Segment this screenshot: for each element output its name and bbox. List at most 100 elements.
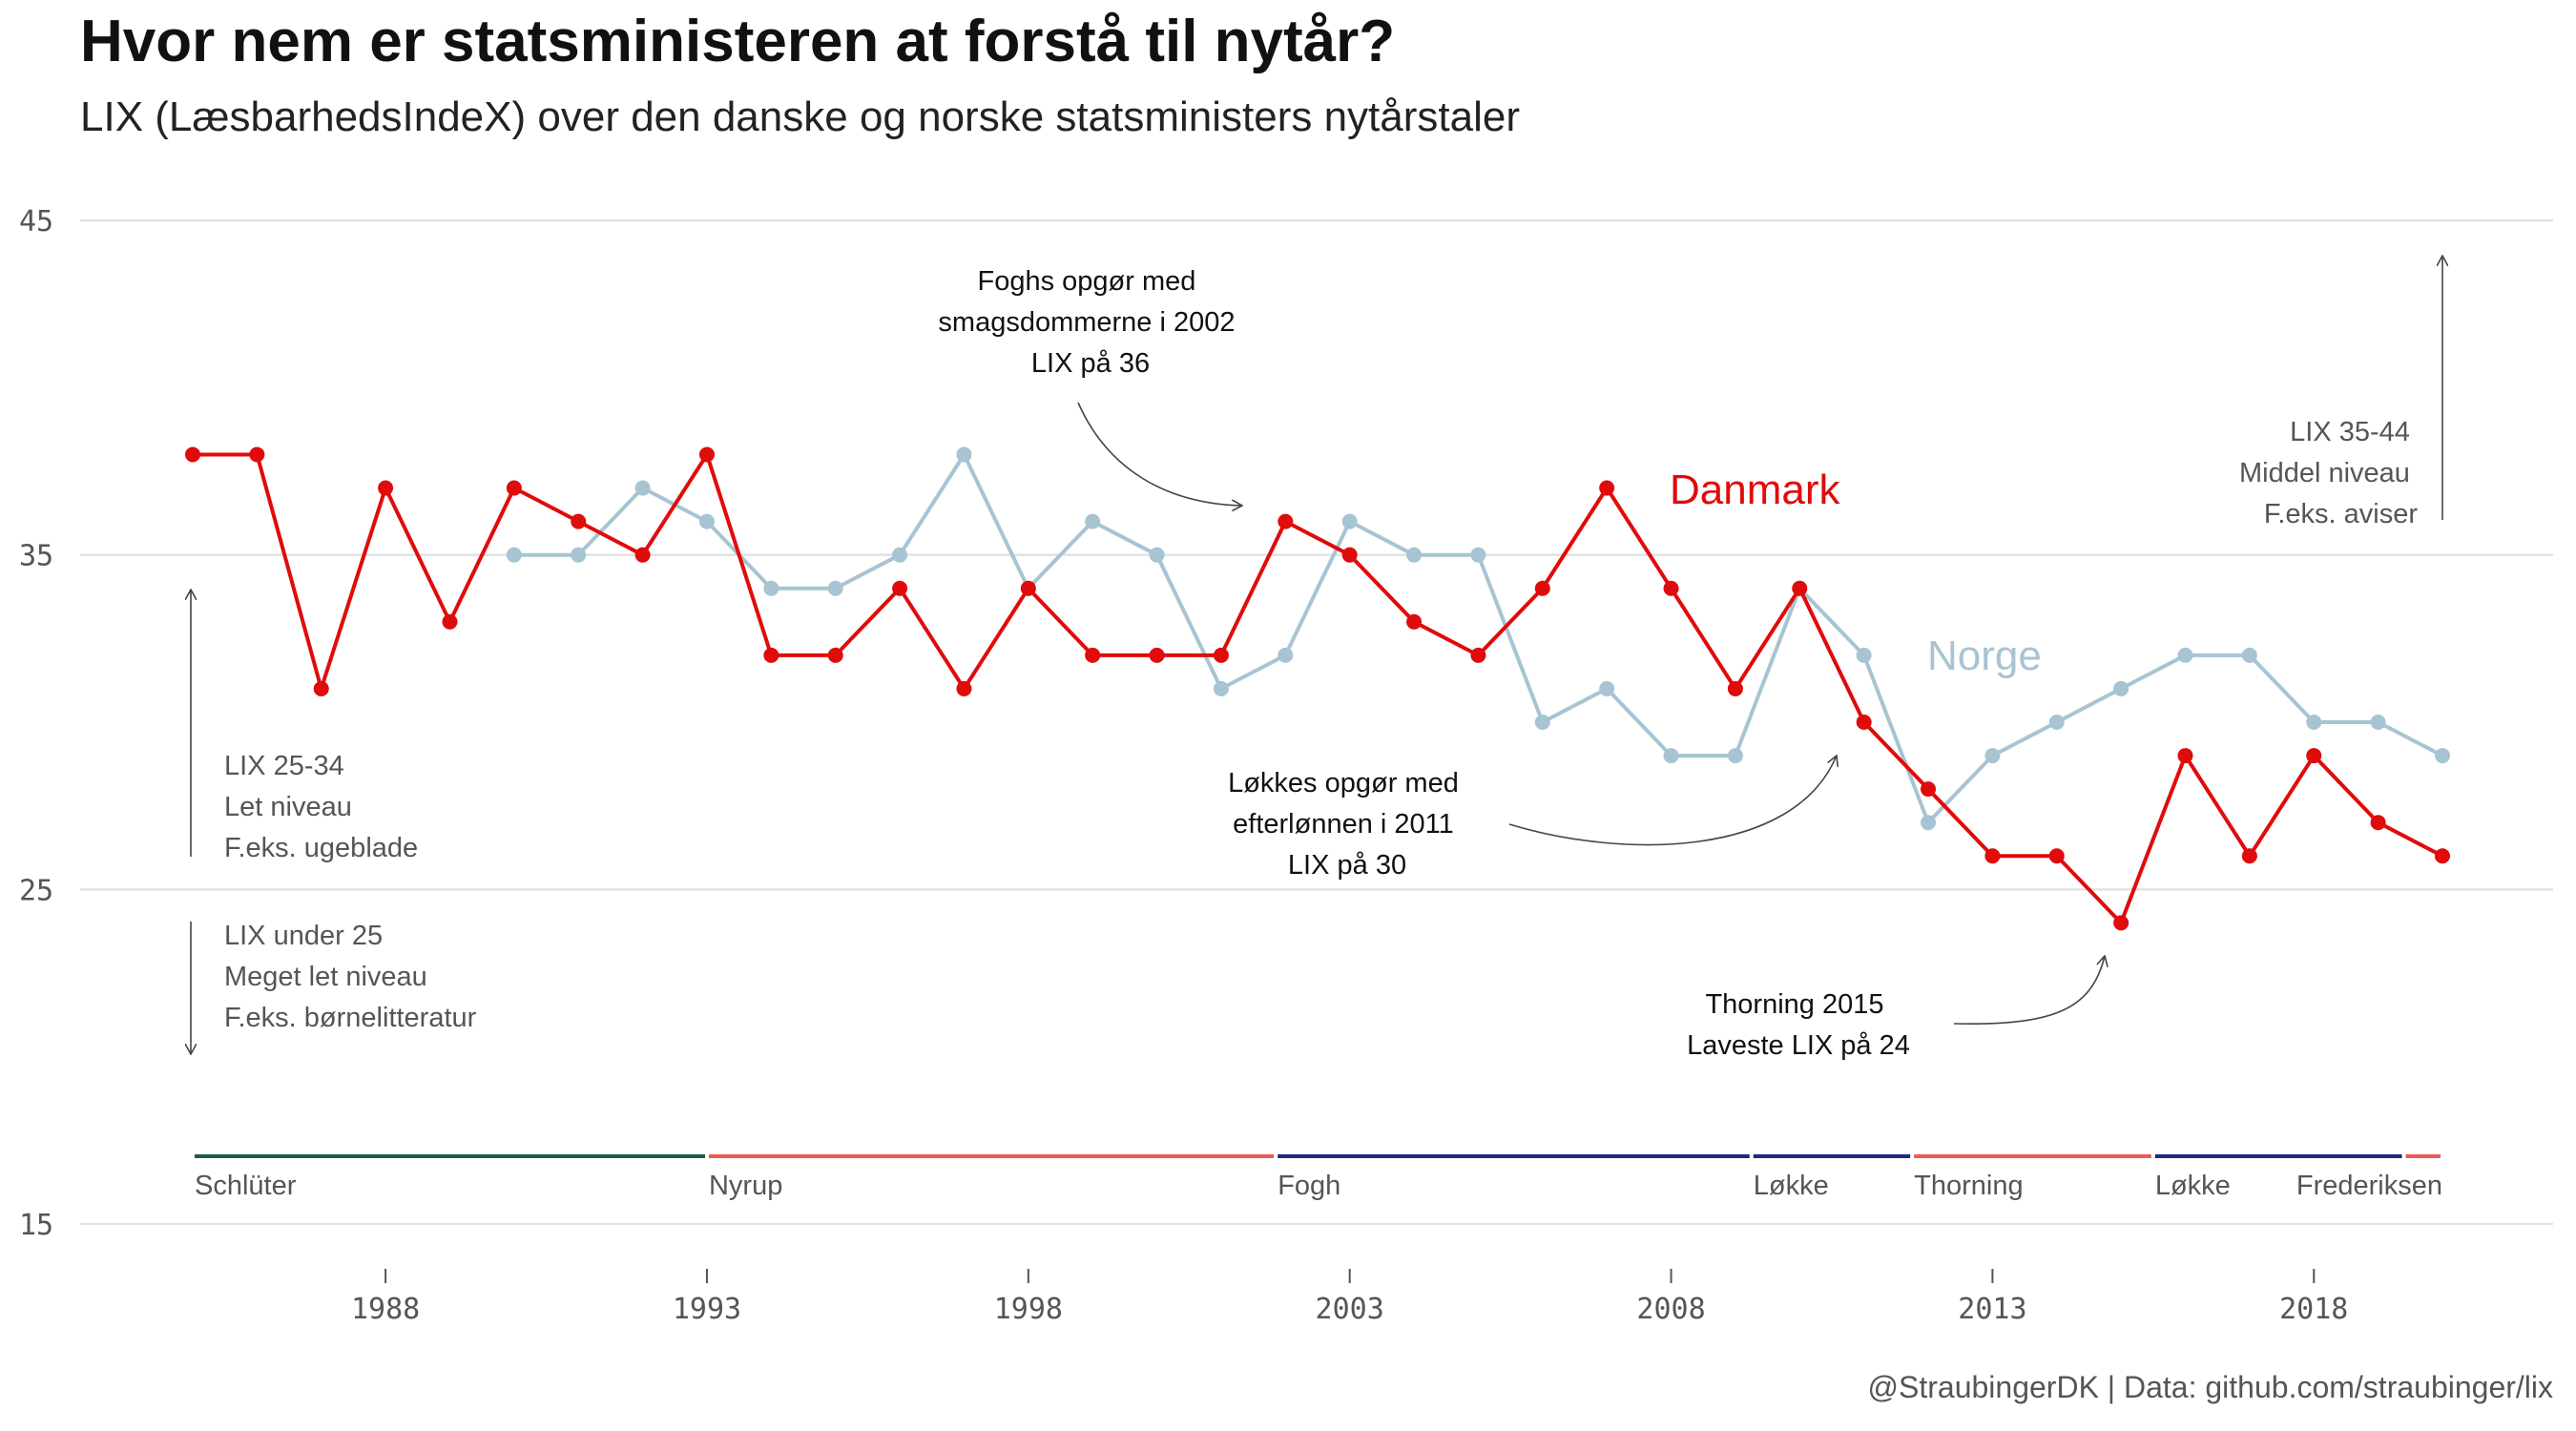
prime-minister-timeline: Schlüter Nyrup Fogh Løkke Thorning Løkke Frede… <box>195 1154 2442 1201</box>
data-point <box>185 446 200 463</box>
data-point <box>1341 513 1358 529</box>
axis-ticks: 15 25 35 45 1988 1993 1998 2003 2008 2013 2018 <box>19 205 2348 1326</box>
data-point <box>1149 547 1165 563</box>
lokke-annotation: Løkkes opgør med efterlønnen i 2011 LIX … <box>1228 768 1466 881</box>
data-point <box>2048 715 2065 730</box>
x-tick-label: 2018 <box>2279 1293 2348 1326</box>
data-point <box>1984 848 2001 864</box>
data-point <box>634 480 651 496</box>
x-tick-label: 1998 <box>994 1293 1063 1326</box>
let-level-note: LIX 25-34 Let niveau F.eks. ugeblade <box>224 751 418 863</box>
middel-level-line: Middel niveau <box>2239 458 2410 488</box>
data-point <box>378 480 394 496</box>
data-point <box>2435 748 2450 764</box>
data-point <box>2306 715 2322 730</box>
pm-name-label: Frederiksen <box>2296 1171 2442 1201</box>
data-point <box>1470 547 1486 563</box>
data-point <box>1085 513 1101 529</box>
lokke-annotation-line: Løkkes opgør med <box>1228 768 1459 798</box>
chart-subtitle: LIX (LæsbarhedsIndeX) over den danske og… <box>80 93 1520 140</box>
fogh-annotation-line: smagsdommerne i 2002 <box>938 307 1235 338</box>
middel-level-note: LIX 35-44 Middel niveau F.eks. aviser <box>2239 417 2418 529</box>
meget-let-level-line: Meget let niveau <box>224 962 427 992</box>
data-point <box>827 647 843 663</box>
data-point <box>2306 748 2322 764</box>
thorning-arrow <box>1953 956 2105 1025</box>
data-point <box>892 580 908 596</box>
data-point <box>1921 815 1937 831</box>
fogh-annotation-line: Foghs opgør med <box>978 266 1196 297</box>
data-point <box>956 680 972 696</box>
data-point <box>763 580 779 596</box>
data-point <box>1085 647 1101 663</box>
y-tick-label: 15 <box>19 1209 53 1242</box>
data-point <box>827 580 843 596</box>
x-tick-label: 2003 <box>1316 1293 1384 1326</box>
fogh-annotation-line: LIX på 36 <box>1031 348 1150 379</box>
data-point <box>634 547 651 563</box>
lokke-annotation-line: efterlønnen i 2011 <box>1233 809 1454 840</box>
data-point <box>2241 848 2257 864</box>
let-level-line: F.eks. ugeblade <box>224 833 418 863</box>
data-point <box>698 513 715 529</box>
series-line <box>193 452 2443 925</box>
lokke-arrow <box>1508 756 1837 846</box>
thorning-annotation: Thorning 2015 Laveste LIX på 24 <box>1687 989 1910 1061</box>
data-point <box>1727 680 1743 696</box>
thorning-annotation-line: Thorning 2015 <box>1705 989 1883 1020</box>
data-point <box>956 446 972 463</box>
x-tick-label: 1993 <box>673 1293 741 1326</box>
data-point <box>1856 647 1872 663</box>
data-point <box>1213 647 1229 663</box>
data-point <box>1406 547 1423 563</box>
pm-name-label: Thorning <box>1914 1171 2023 1201</box>
chart-title: Hvor nem er statsministeren at forstå ti… <box>80 9 1396 74</box>
pm-name-label: Nyrup <box>709 1171 782 1201</box>
data-point <box>1856 715 1872 730</box>
data-point <box>2048 848 2065 864</box>
meget-let-level-line: F.eks. børnelitteratur <box>224 1003 477 1033</box>
annotation-arrows <box>191 256 2442 1054</box>
data-point <box>892 547 908 563</box>
text-labels: Danmark Norge Foghs opgør med smagsdomme… <box>224 266 2418 1061</box>
let-level-line: Let niveau <box>224 792 352 822</box>
x-tick-label: 1988 <box>351 1293 420 1326</box>
data-point <box>1663 748 1679 764</box>
pm-name-label: Schlüter <box>195 1171 297 1201</box>
data-point <box>1341 547 1358 563</box>
y-tick-label: 35 <box>19 540 53 573</box>
data-point <box>1149 647 1165 663</box>
data-point <box>1599 480 1615 496</box>
data-point <box>249 446 265 463</box>
data-point <box>1470 647 1486 663</box>
data-point <box>1984 748 2001 764</box>
data-point <box>2370 715 2386 730</box>
data-point <box>763 647 779 663</box>
pm-name-label: Løkke <box>1754 1171 1829 1201</box>
middel-level-line: F.eks. aviser <box>2264 499 2418 529</box>
series-label-norge: Norge <box>1927 633 2042 679</box>
fogh-arrow <box>1077 402 1242 506</box>
y-tick-label: 45 <box>19 205 53 238</box>
data-point <box>1599 680 1615 696</box>
data-point <box>2113 915 2129 931</box>
data-point <box>442 613 458 630</box>
meget-let-level-note: LIX under 25 Meget let niveau F.eks. bør… <box>224 921 477 1033</box>
series-norge <box>506 446 2450 831</box>
let-level-line: LIX 25-34 <box>224 751 344 781</box>
fogh-annotation: Foghs opgør med smagsdommerne i 2002 LIX… <box>938 266 1242 379</box>
source-caption: @StraubingerDK | Data: github.com/straub… <box>1867 1370 2553 1404</box>
data-point <box>1534 580 1550 596</box>
data-point <box>1020 580 1036 596</box>
pm-name-label: Løkke <box>2155 1171 2231 1201</box>
data-point <box>2113 680 2129 696</box>
data-point <box>506 547 522 563</box>
data-point <box>571 547 587 563</box>
series-label-danmark: Danmark <box>1670 467 1840 513</box>
x-tick-label: 2013 <box>1958 1293 2026 1326</box>
lokke-annotation-line: LIX på 30 <box>1288 850 1406 881</box>
data-point <box>2241 647 2257 663</box>
data-point <box>698 446 715 463</box>
data-point <box>1278 647 1294 663</box>
data-point <box>1534 715 1550 730</box>
